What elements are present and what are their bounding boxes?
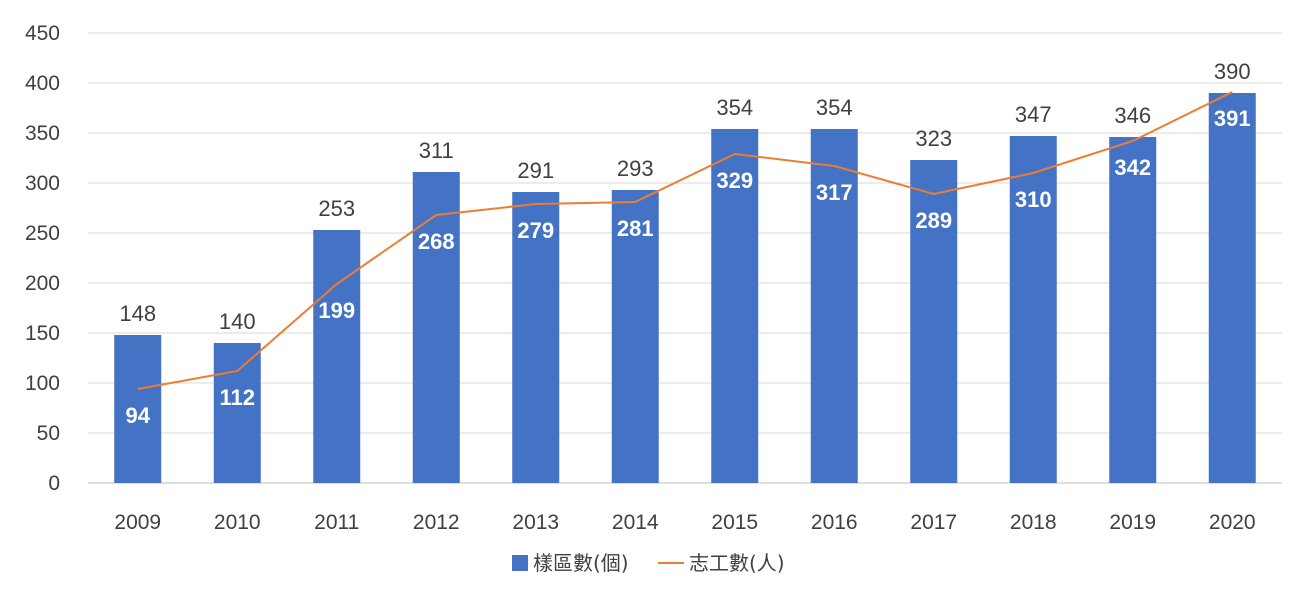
line-value-label: 268 bbox=[418, 229, 455, 254]
line-value-label: 94 bbox=[126, 403, 151, 428]
line-value-label: 317 bbox=[816, 180, 853, 205]
legend-label-line: 志工數(人) bbox=[689, 551, 785, 575]
bar bbox=[213, 343, 261, 483]
series-line bbox=[137, 91, 1233, 390]
bar bbox=[412, 172, 460, 483]
bar-value-label: 354 bbox=[816, 95, 853, 120]
x-tick-label: 2015 bbox=[711, 511, 758, 534]
x-tick-label: 2014 bbox=[612, 511, 659, 534]
bar-value-label: 293 bbox=[617, 156, 654, 181]
x-tick-label: 2012 bbox=[413, 511, 460, 534]
line-value-label: 329 bbox=[716, 168, 753, 193]
line-value-label: 342 bbox=[1114, 155, 1151, 180]
y-tick-label: 100 bbox=[25, 372, 60, 395]
line-value-label: 112 bbox=[220, 385, 256, 410]
x-tick-label: 2010 bbox=[214, 511, 261, 534]
bar-value-label: 346 bbox=[1114, 103, 1151, 128]
x-tick-label: 2011 bbox=[314, 511, 359, 534]
x-tick-label: 2013 bbox=[512, 511, 559, 534]
legend-swatch-bar bbox=[512, 555, 528, 571]
bar bbox=[512, 192, 560, 483]
bar-value-label: 323 bbox=[915, 126, 952, 151]
x-tick-label: 2017 bbox=[910, 511, 957, 534]
y-tick-label: 200 bbox=[25, 272, 60, 295]
y-tick-label: 450 bbox=[25, 22, 60, 45]
y-tick-label: 350 bbox=[25, 122, 60, 145]
y-tick-label: 400 bbox=[25, 72, 60, 95]
bar bbox=[910, 160, 958, 483]
bar-value-label: 140 bbox=[219, 309, 256, 334]
bar-value-label: 148 bbox=[119, 301, 156, 326]
bar bbox=[810, 129, 858, 483]
bar-value-label: 253 bbox=[318, 196, 355, 221]
y-tick-label: 50 bbox=[37, 422, 60, 445]
line-value-label: 391 bbox=[1214, 106, 1251, 131]
bar bbox=[1109, 137, 1157, 483]
y-tick-label: 300 bbox=[25, 172, 60, 195]
line-value-label: 289 bbox=[915, 208, 952, 233]
x-tick-label: 2019 bbox=[1109, 511, 1156, 534]
line-value-label: 199 bbox=[318, 298, 355, 323]
line-series: 94 112 199 268 279 281 329 317 289 310 342 391 bbox=[126, 91, 1251, 428]
bar bbox=[1009, 136, 1057, 483]
x-axis-ticks: 2009 2010 2011 2012 2013 2014 2015 2016 2017 2018… bbox=[114, 511, 1255, 534]
legend-label-bar: 樣區數(個) bbox=[533, 551, 629, 575]
x-tick-label: 2020 bbox=[1209, 511, 1256, 534]
y-tick-label: 150 bbox=[25, 322, 60, 345]
legend: 樣區數(個) 志工數(人) bbox=[512, 551, 785, 575]
bar-value-label: 291 bbox=[517, 158, 554, 183]
bar bbox=[611, 190, 659, 483]
x-tick-label: 2009 bbox=[114, 511, 161, 534]
x-tick-label: 2018 bbox=[1010, 511, 1057, 534]
y-tick-label: 250 bbox=[25, 222, 60, 245]
bar-series: 148 140 253 311 291 293 354 354 323 347 346 390 bbox=[114, 59, 1256, 483]
bar bbox=[114, 335, 162, 483]
bar-value-label: 311 bbox=[419, 138, 454, 163]
x-tick-label: 2016 bbox=[811, 511, 858, 534]
bar bbox=[1208, 93, 1256, 483]
line-value-label: 310 bbox=[1015, 187, 1052, 212]
bar-value-label: 354 bbox=[716, 95, 753, 120]
line-value-label: 279 bbox=[517, 218, 554, 243]
bar-value-label: 347 bbox=[1015, 102, 1052, 127]
bar-value-label: 390 bbox=[1214, 59, 1251, 84]
gridlines bbox=[88, 32, 1282, 484]
bar bbox=[313, 230, 361, 483]
y-tick-label: 0 bbox=[48, 472, 60, 495]
bar bbox=[711, 129, 759, 483]
line-value-label: 281 bbox=[617, 216, 654, 241]
y-axis-ticks: 0 50 100 150 200 250 300 350 400 450 bbox=[25, 22, 60, 495]
